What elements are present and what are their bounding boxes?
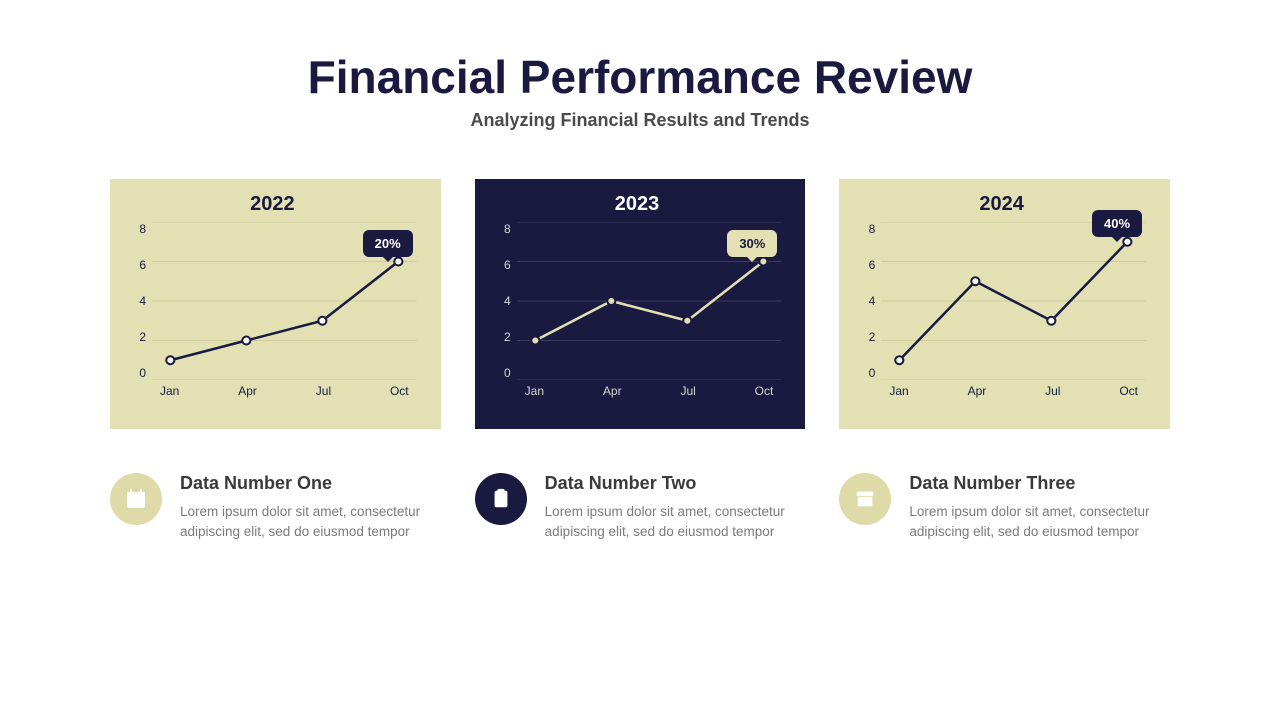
info-heading: Data Number Three — [909, 473, 1170, 494]
y-tick: 0 — [869, 366, 876, 380]
chart-title: 2022 — [122, 193, 423, 216]
chart-card-2023: 2023 8 6 4 2 0 Jan Apr Jul Oct 30% — [475, 179, 806, 429]
info-item: Data Number Three Lorem ipsum dolor sit a… — [839, 473, 1170, 543]
y-tick: 2 — [139, 330, 146, 344]
x-tick: Apr — [968, 384, 987, 402]
value-badge: 20% — [363, 230, 413, 257]
chart-title: 2023 — [487, 193, 788, 216]
info-body: Lorem ipsum dolor sit amet, consectetur … — [545, 502, 806, 543]
y-tick: 0 — [139, 366, 146, 380]
clipboard-icon — [475, 473, 527, 525]
archive-icon — [839, 473, 891, 525]
info-item: Data Number Two Lorem ipsum dolor sit ame… — [475, 473, 806, 543]
y-tick: 6 — [504, 258, 511, 272]
page-title: Financial Performance Review — [110, 50, 1170, 104]
chart-card-2024: 202486420JanAprJulOct40% — [839, 179, 1170, 429]
x-axis: Jan Apr Jul Oct — [517, 384, 782, 402]
y-tick: 4 — [139, 294, 146, 308]
x-tick: Jul — [316, 384, 331, 402]
value-badge: 40% — [1092, 210, 1142, 237]
y-axis: 8 6 4 2 0 — [122, 222, 146, 380]
x-axis: Jan Apr Jul Oct — [152, 384, 417, 402]
info-row: Data Number One Lorem ipsum dolor sit ame… — [110, 473, 1170, 543]
x-axis: Jan Apr Jul Oct — [881, 384, 1146, 402]
value-badge: 30% — [727, 230, 777, 257]
x-tick: Apr — [603, 384, 622, 402]
chart-area: 8 6 4 2 0 Jan Apr Jul Oct 20% — [122, 222, 423, 402]
x-tick: Oct — [1119, 384, 1138, 402]
y-tick: 2 — [869, 330, 876, 344]
info-text: Data Number Three Lorem ipsum dolor sit a… — [909, 473, 1170, 543]
info-body: Lorem ipsum dolor sit amet, consectetur … — [909, 502, 1170, 543]
info-text: Data Number One Lorem ipsum dolor sit ame… — [180, 473, 441, 543]
y-tick: 4 — [869, 294, 876, 308]
info-item: Data Number One Lorem ipsum dolor sit ame… — [110, 473, 441, 543]
y-axis: 8 6 4 2 0 — [487, 222, 511, 380]
y-tick: 4 — [504, 294, 511, 308]
x-tick: Jan — [525, 384, 544, 402]
y-tick: 8 — [139, 222, 146, 236]
x-tick: Oct — [755, 384, 774, 402]
calendar-icon — [110, 473, 162, 525]
y-tick: 8 — [869, 222, 876, 236]
y-tick: 6 — [139, 258, 146, 272]
y-tick: 6 — [869, 258, 876, 272]
y-tick: 8 — [504, 222, 511, 236]
chart-area: 86420JanAprJulOct40% — [851, 222, 1152, 402]
y-axis: 8 6 4 2 0 — [851, 222, 875, 380]
chart-row: 202286420JanAprJulOct20%202386420JanAprJ… — [110, 179, 1170, 429]
y-tick: 2 — [504, 330, 511, 344]
x-tick: Jan — [160, 384, 179, 402]
x-tick: Jul — [1045, 384, 1060, 402]
info-heading: Data Number One — [180, 473, 441, 494]
info-text: Data Number Two Lorem ipsum dolor sit ame… — [545, 473, 806, 543]
slide: Financial Performance Review Analyzing F… — [0, 0, 1280, 720]
x-tick: Oct — [390, 384, 409, 402]
chart-area: 8 6 4 2 0 Jan Apr Jul Oct 30% — [487, 222, 788, 402]
info-heading: Data Number Two — [545, 473, 806, 494]
plot — [881, 222, 1146, 380]
y-tick: 0 — [504, 366, 511, 380]
x-tick: Jan — [889, 384, 908, 402]
x-tick: Jul — [680, 384, 695, 402]
x-tick: Apr — [238, 384, 257, 402]
info-body: Lorem ipsum dolor sit amet, consectetur … — [180, 502, 441, 543]
chart-card-2022: 2022 8 6 4 2 0 Jan Apr Jul Oct 20% — [110, 179, 441, 429]
page-subtitle: Analyzing Financial Results and Trends — [110, 110, 1170, 131]
